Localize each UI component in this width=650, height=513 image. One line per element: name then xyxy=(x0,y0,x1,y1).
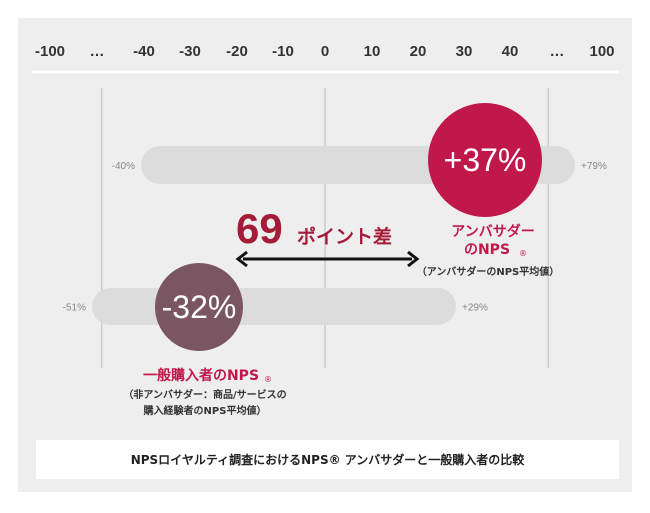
general-range-bar xyxy=(92,288,456,325)
general-name: 一般購入者のNPS xyxy=(143,367,259,384)
ambassador-range-max-label: +79% xyxy=(581,161,607,172)
x-tick-label: -10 xyxy=(272,43,294,60)
ambassador-name-line1: アンバサダー xyxy=(451,223,534,240)
x-tick-label: -40 xyxy=(133,43,155,60)
x-tick-label: -30 xyxy=(179,43,201,60)
ambassador-note: （アンバサダーのNPS平均値） xyxy=(417,265,560,278)
caption-box: NPSロイヤルティ調査におけるNPS® アンバサダーと一般購入者の比較 xyxy=(36,440,619,479)
difference-number: 69 xyxy=(236,205,283,252)
x-tick-label: 0 xyxy=(321,43,329,60)
ambassador-range-min-label: -40% xyxy=(112,161,135,172)
x-tick-label: 30 xyxy=(456,43,473,60)
general-value-marker xyxy=(155,263,243,351)
general-note-line1: （非アンバサダー：商品/サービスの xyxy=(123,388,286,401)
x-tick-label: 10 xyxy=(364,43,381,60)
general-value-label: -32% xyxy=(162,289,237,325)
general-registered-mark: ® xyxy=(264,375,272,384)
x-tick-label: … xyxy=(550,43,565,60)
difference-text: ポイント差 xyxy=(297,225,392,248)
x-tick-label: 40 xyxy=(502,43,519,60)
difference-arrow xyxy=(235,250,420,268)
ambassador-value-label: +37% xyxy=(444,142,527,178)
x-tick-label: -20 xyxy=(226,43,248,60)
x-tick-label: … xyxy=(90,43,105,60)
x-tick-label: -100 xyxy=(35,43,65,60)
ambassador-value-marker xyxy=(428,103,542,217)
ambassador-name-line2: のNPS xyxy=(464,242,510,258)
x-tick-label: 100 xyxy=(589,43,614,60)
ambassador-registered-mark: ® xyxy=(519,249,527,258)
x-tick-label: 20 xyxy=(410,43,427,60)
general-range-max-label: +29% xyxy=(462,303,488,314)
general-range-min-label: -51% xyxy=(63,303,86,314)
chart-caption: NPSロイヤルティ調査におけるNPS® アンバサダーと一般購入者の比較 xyxy=(130,453,525,467)
general-note-line2: 購入経験者のNPS平均値） xyxy=(143,404,267,417)
